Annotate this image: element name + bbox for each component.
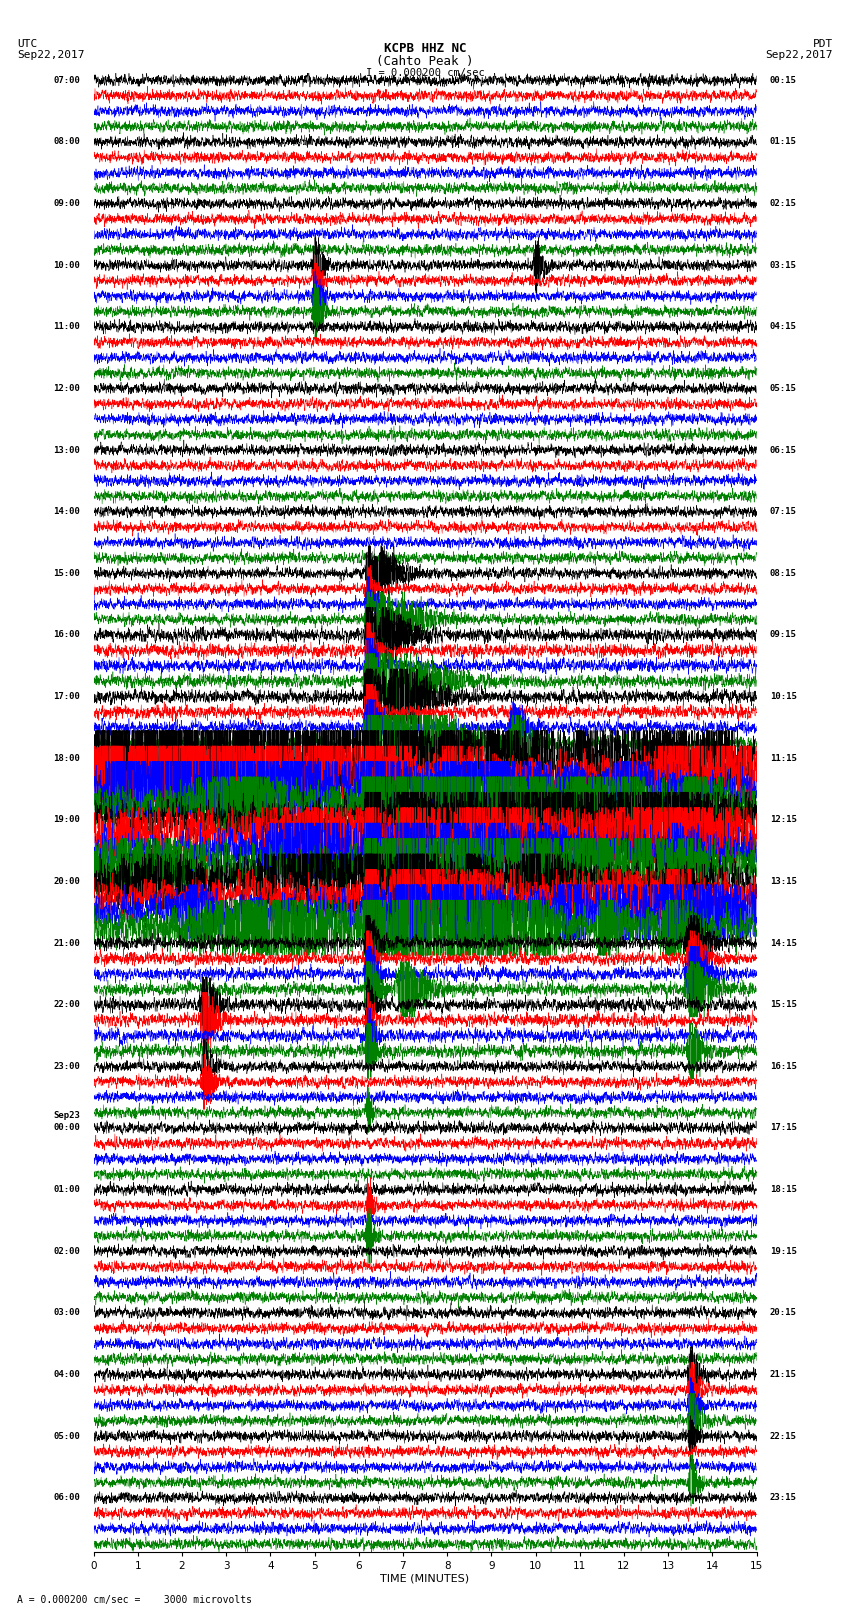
Text: 23:15: 23:15: [770, 1494, 796, 1502]
Text: 20:00: 20:00: [54, 877, 80, 886]
Text: 15:00: 15:00: [54, 569, 80, 577]
Text: 21:00: 21:00: [54, 939, 80, 947]
Text: 12:00: 12:00: [54, 384, 80, 394]
Text: Sep22,2017: Sep22,2017: [766, 50, 833, 60]
Text: 03:15: 03:15: [770, 261, 796, 269]
Text: 01:00: 01:00: [54, 1186, 80, 1194]
Text: 10:15: 10:15: [770, 692, 796, 702]
Text: 06:15: 06:15: [770, 445, 796, 455]
Text: 01:15: 01:15: [770, 137, 796, 147]
Text: 06:00: 06:00: [54, 1494, 80, 1502]
Text: 09:00: 09:00: [54, 198, 80, 208]
Text: 13:15: 13:15: [770, 877, 796, 886]
Text: 17:00: 17:00: [54, 692, 80, 702]
Text: 00:00: 00:00: [54, 1124, 80, 1132]
Text: 22:15: 22:15: [770, 1432, 796, 1440]
Text: 15:15: 15:15: [770, 1000, 796, 1010]
X-axis label: TIME (MINUTES): TIME (MINUTES): [381, 1574, 469, 1584]
Text: KCPB HHZ NC: KCPB HHZ NC: [383, 42, 467, 55]
Text: 03:00: 03:00: [54, 1308, 80, 1318]
Text: 04:00: 04:00: [54, 1369, 80, 1379]
Text: 05:15: 05:15: [770, 384, 796, 394]
Text: 16:15: 16:15: [770, 1061, 796, 1071]
Text: 20:15: 20:15: [770, 1308, 796, 1318]
Text: (Cahto Peak ): (Cahto Peak ): [377, 55, 473, 68]
Text: 00:15: 00:15: [770, 76, 796, 85]
Text: 04:15: 04:15: [770, 323, 796, 331]
Text: 10:00: 10:00: [54, 261, 80, 269]
Text: UTC: UTC: [17, 39, 37, 48]
Text: Sep22,2017: Sep22,2017: [17, 50, 84, 60]
Text: PDT: PDT: [813, 39, 833, 48]
Text: 17:15: 17:15: [770, 1124, 796, 1132]
Text: 02:00: 02:00: [54, 1247, 80, 1257]
Text: 11:00: 11:00: [54, 323, 80, 331]
Text: 23:00: 23:00: [54, 1061, 80, 1071]
Text: 14:15: 14:15: [770, 939, 796, 947]
Text: A = 0.000200 cm/sec =    3000 microvolts: A = 0.000200 cm/sec = 3000 microvolts: [17, 1595, 252, 1605]
Text: 08:15: 08:15: [770, 569, 796, 577]
Text: 11:15: 11:15: [770, 753, 796, 763]
Text: 22:00: 22:00: [54, 1000, 80, 1010]
Text: Sep23: Sep23: [54, 1111, 80, 1119]
Text: 21:15: 21:15: [770, 1369, 796, 1379]
Text: 05:00: 05:00: [54, 1432, 80, 1440]
Text: 18:00: 18:00: [54, 753, 80, 763]
Text: 19:00: 19:00: [54, 815, 80, 824]
Text: I = 0.000200 cm/sec: I = 0.000200 cm/sec: [366, 68, 484, 77]
Text: 13:00: 13:00: [54, 445, 80, 455]
Text: 16:00: 16:00: [54, 631, 80, 639]
Text: 19:15: 19:15: [770, 1247, 796, 1257]
Text: 08:00: 08:00: [54, 137, 80, 147]
Text: 07:15: 07:15: [770, 506, 796, 516]
Text: 14:00: 14:00: [54, 506, 80, 516]
Text: 12:15: 12:15: [770, 815, 796, 824]
Text: 09:15: 09:15: [770, 631, 796, 639]
Text: 18:15: 18:15: [770, 1186, 796, 1194]
Text: 07:00: 07:00: [54, 76, 80, 85]
Text: 02:15: 02:15: [770, 198, 796, 208]
